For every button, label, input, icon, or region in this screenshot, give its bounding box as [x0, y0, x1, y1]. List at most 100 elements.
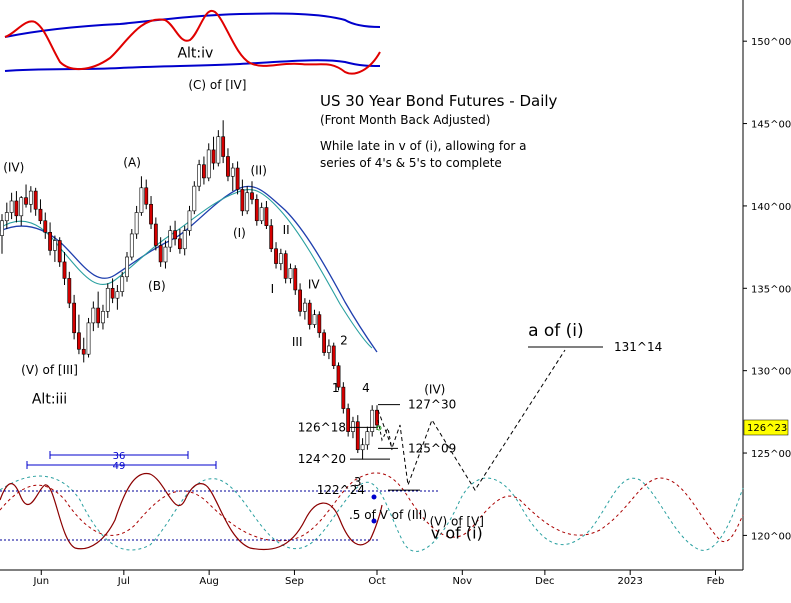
- wave-label: (C) of [IV]: [188, 78, 246, 92]
- wave-label: 3: [354, 475, 362, 489]
- candle-body: [139, 187, 144, 213]
- wave-label: II: [283, 223, 290, 237]
- candle-body: [302, 302, 307, 312]
- candle-body: [19, 197, 24, 217]
- candle-body: [192, 185, 197, 212]
- wave-label: (A): [123, 155, 141, 169]
- band-upper-line: [4, 12, 381, 38]
- candle-body: [240, 189, 245, 212]
- x-tick-label: Aug: [199, 576, 219, 587]
- candle-body: [312, 314, 317, 325]
- x-tick-label: Nov: [453, 576, 473, 587]
- candle-body: [235, 167, 240, 190]
- cycle-wave-dark-red: [0, 472, 744, 543]
- cycle-wave-teal: [0, 475, 744, 552]
- x-tick-label: Feb: [707, 576, 725, 587]
- candle-body: [28, 190, 33, 205]
- candle-body: [129, 233, 134, 258]
- plot-area: [0, 0, 743, 570]
- candle-body: [52, 240, 57, 251]
- candle-body: [269, 225, 274, 250]
- projection-path-primary: [377, 349, 566, 491]
- cycle-label-36: 36: [113, 451, 126, 462]
- cycle-bracket-49: 49: [26, 461, 217, 472]
- candle-body: [336, 365, 341, 388]
- x-tick-label: Oct: [368, 576, 385, 587]
- level-label: 126^18: [298, 420, 346, 434]
- x-tick-label: 2023: [617, 576, 642, 587]
- candle-body: [211, 149, 216, 164]
- wave-label: I: [271, 282, 275, 296]
- candle-body: [177, 238, 182, 250]
- candle-body: [187, 210, 192, 231]
- candle-body: [274, 248, 278, 264]
- candle-body: [365, 431, 370, 446]
- oscillator-lower: [0, 472, 383, 551]
- candle-body: [370, 409, 375, 432]
- candle-body: [115, 291, 120, 299]
- y-tick-label: 150^00: [751, 37, 791, 48]
- top-indicator-panel: [4, 9, 381, 75]
- y-tick-label: 140^00: [751, 202, 791, 213]
- candle-body: [307, 302, 312, 325]
- candle-body: [206, 149, 211, 179]
- candle-body: [327, 345, 331, 353]
- x-tick-label: Jul: [117, 576, 130, 587]
- chart-note-line-2: series of 4's & 5's to complete: [320, 156, 502, 170]
- candle-body: [14, 200, 19, 217]
- candle-body: [101, 311, 105, 324]
- candle-body: [24, 197, 28, 205]
- candle-body: [105, 287, 110, 312]
- chart-title: US 30 Year Bond Futures - Daily: [320, 92, 558, 110]
- wave-label: v of (i): [431, 524, 483, 543]
- y-tick-label: 120^00: [751, 531, 791, 542]
- oscillator-line: [4, 9, 381, 75]
- candle-body: [264, 207, 269, 226]
- cycle-label-49: 49: [113, 461, 126, 472]
- wave-label: 4: [362, 381, 370, 395]
- candle-body: [226, 156, 230, 177]
- candle-body: [72, 302, 77, 334]
- wave-label: IV: [308, 277, 321, 291]
- x-tick-label: Dec: [535, 576, 554, 587]
- candle-body: [182, 230, 187, 250]
- wave-label: (I): [233, 226, 246, 240]
- wave-label: a of (i): [528, 321, 584, 341]
- candle-body: [86, 322, 91, 355]
- y-tick-label: 130^00: [751, 367, 791, 378]
- wave-label: 2: [340, 333, 348, 347]
- wave-label: (V) of [V]: [430, 515, 484, 529]
- candle-body: [375, 409, 379, 426]
- candlesticks: [0, 120, 379, 460]
- level-label: 122^24: [317, 483, 365, 497]
- candle-body: [62, 261, 67, 279]
- candle-body: [33, 190, 38, 210]
- candle-body: [158, 245, 163, 263]
- level-label: 125^09: [408, 441, 456, 455]
- wave-label: III: [292, 335, 303, 349]
- candle-body: [173, 230, 177, 240]
- last-price-badge: 126^23: [743, 419, 789, 436]
- candle-body: [250, 192, 254, 200]
- candle-body: [153, 223, 158, 246]
- candle-body: [278, 253, 283, 264]
- candle-body: [288, 268, 293, 279]
- candle-body: [4, 212, 9, 222]
- projection-paths: [371, 349, 566, 524]
- y-tick-label: 135^00: [751, 284, 791, 295]
- chart-note-line-1: While late in v of (i), allowing for a: [320, 139, 527, 153]
- wave-label: (IV): [3, 160, 24, 174]
- candle-body: [120, 276, 125, 292]
- last-price-badge-box: [743, 419, 789, 436]
- candle-body: [9, 200, 14, 213]
- candle-body: [298, 289, 302, 312]
- candle-body: [96, 307, 101, 324]
- candle-body: [57, 240, 62, 263]
- level-label: 131^14: [614, 340, 662, 354]
- projection-dot-upper: [371, 494, 377, 500]
- moving-average-slow: [0, 185, 378, 353]
- candle-body: [134, 212, 139, 235]
- candle-body: [331, 345, 336, 367]
